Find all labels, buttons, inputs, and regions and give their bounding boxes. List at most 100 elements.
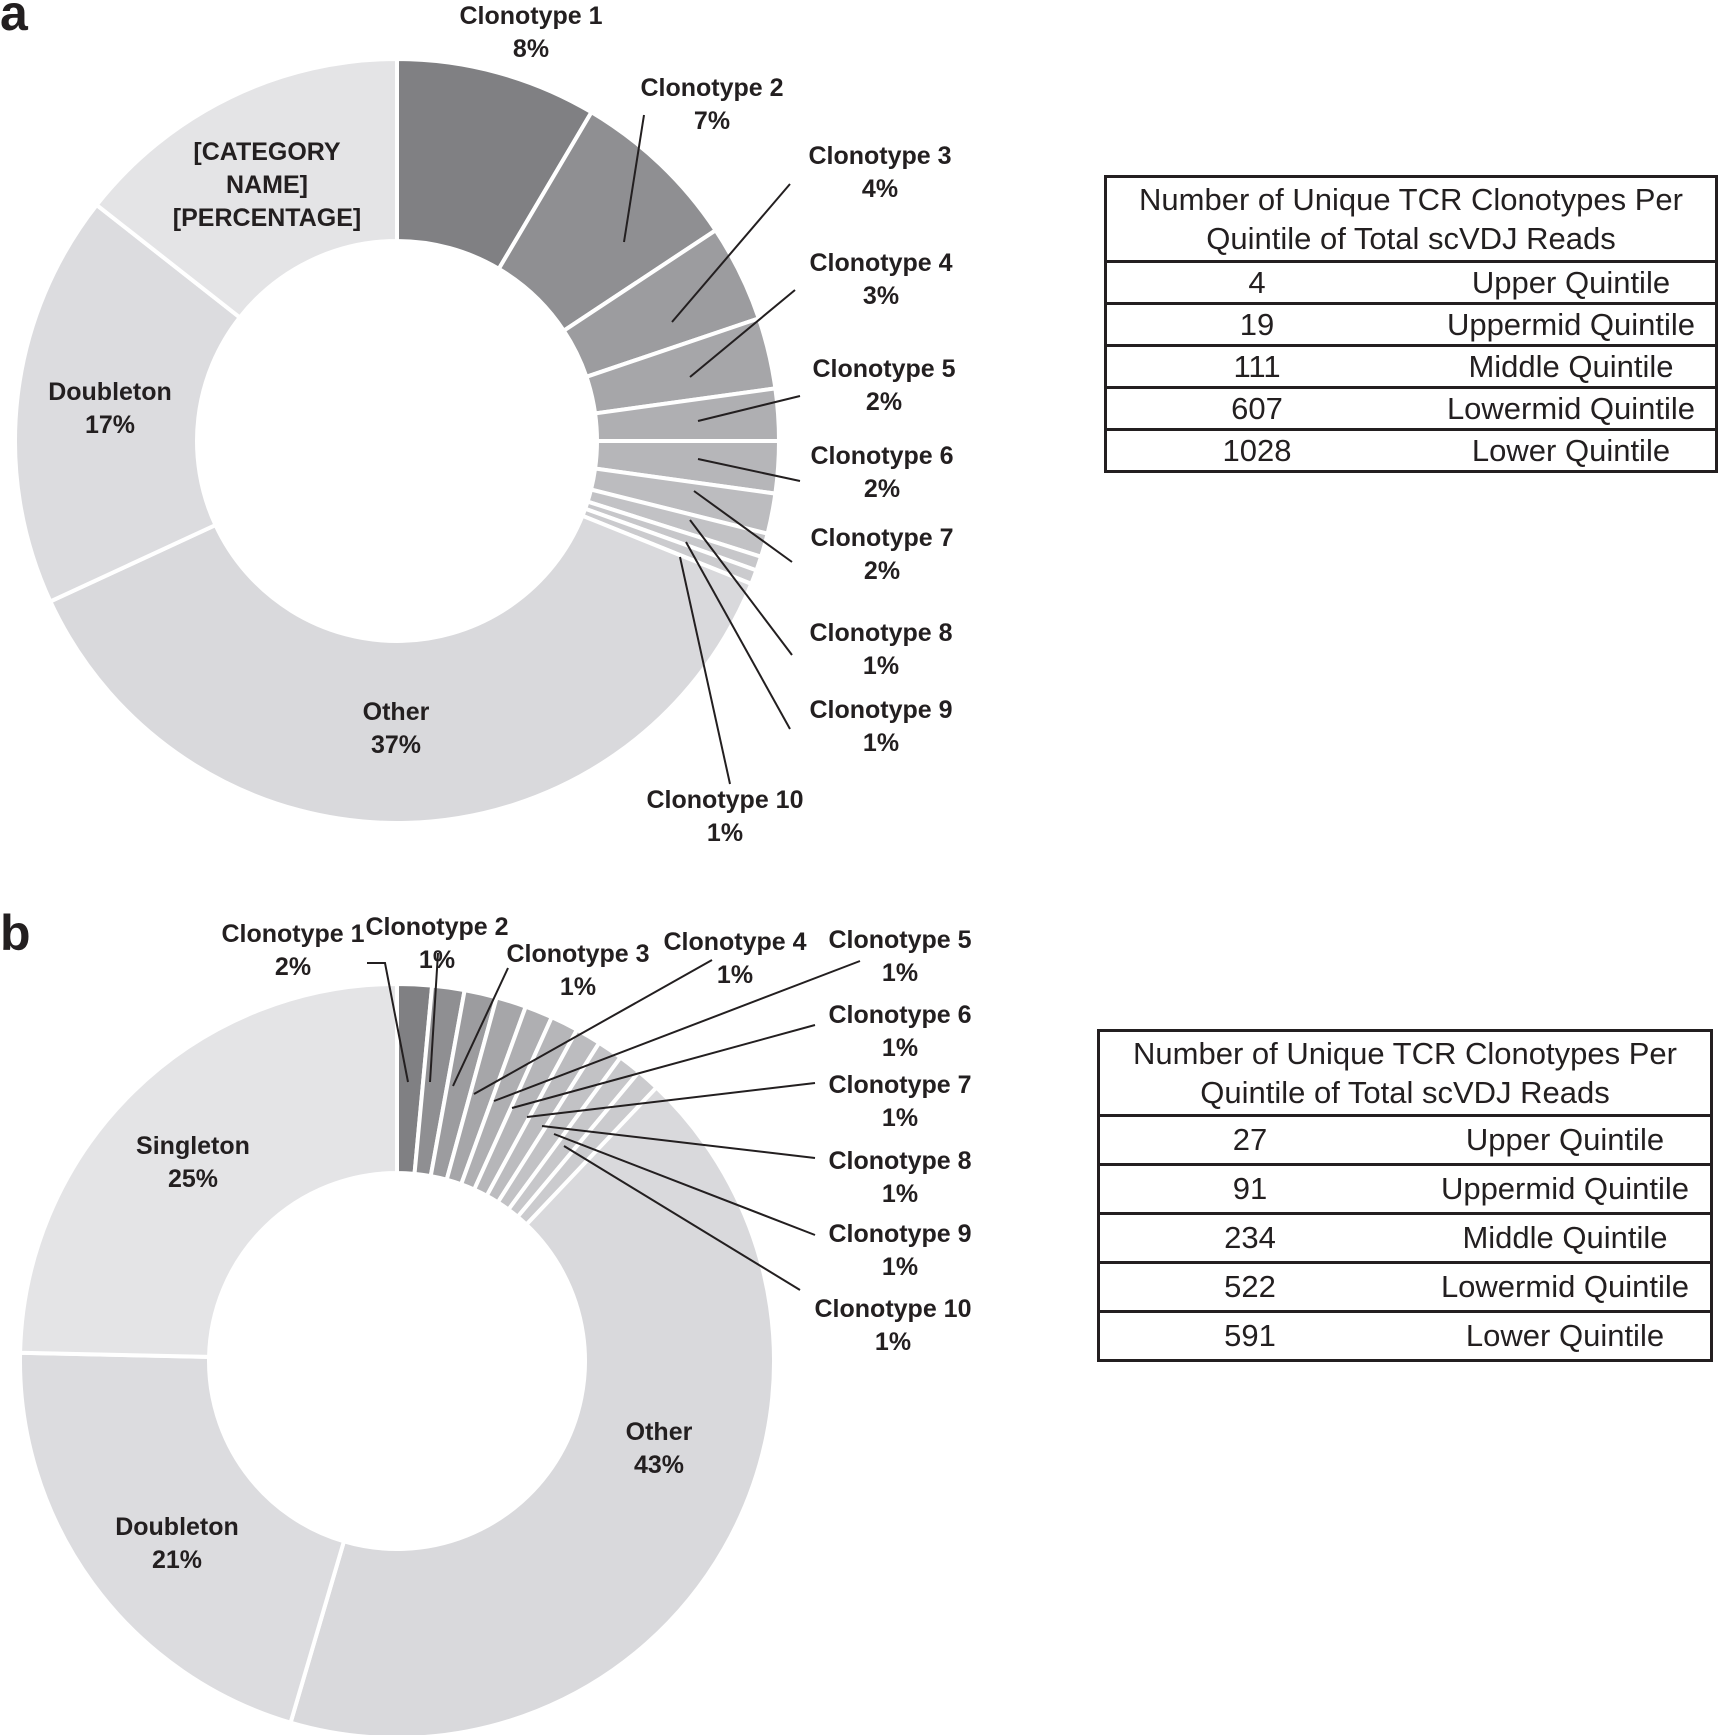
- donut-b-leader-clonotype-1: [367, 962, 409, 1083]
- donut-a-label-doubleton: Doubleton 17%: [48, 378, 172, 439]
- donut-b-label-line: 1%: [419, 946, 455, 974]
- table-row: 234 Middle Quintile: [1097, 1212, 1713, 1264]
- donut-b-label-line: 21%: [152, 1546, 202, 1574]
- panel-letter-a: a: [0, 0, 29, 41]
- donut-a-label-line: 7%: [694, 107, 730, 135]
- donut-a-label-line: Clonotype 1: [459, 2, 602, 30]
- table-row: 111 Middle Quintile: [1104, 344, 1718, 389]
- donut-b-leader-clonotype-5: [493, 960, 861, 1102]
- donut-a-label-clonotype-3: Clonotype 3 4%: [808, 142, 951, 203]
- donut-b-label-line: 2%: [275, 953, 311, 981]
- clonotype-count-cell: 4: [1104, 260, 1407, 305]
- donut-a-label-clonotype-5: Clonotype 5 2%: [812, 355, 955, 416]
- donut-a-leader-clonotype-5: [697, 395, 801, 422]
- donut-b-label-line: Clonotype 10: [815, 1295, 972, 1323]
- donut-b-leader-clonotype-4: [473, 959, 713, 1095]
- donut-b-label-line: Clonotype 5: [828, 926, 971, 954]
- donut-a-label-line: 1%: [707, 819, 743, 847]
- donut-b-label-clonotype-2: Clonotype 2 1%: [365, 913, 508, 974]
- panel-letter-b: b: [0, 905, 31, 961]
- donut-a-label-line: 1%: [863, 652, 899, 680]
- donut-b-label-line: 1%: [717, 961, 753, 989]
- table-header: Number of Unique TCR Clonotypes Per Quin…: [1097, 1029, 1713, 1117]
- clonotype-count-cell: 522: [1097, 1261, 1400, 1313]
- donut-a-label-clonotype-2: Clonotype 2 7%: [640, 74, 783, 135]
- donut-a-label-line: 1%: [863, 729, 899, 757]
- donut-b-leader-clonotype-7: [526, 1082, 816, 1118]
- donut-a-leader-clonotype-9: [685, 541, 791, 730]
- donut-b-label-clonotype-4: Clonotype 4 1%: [663, 928, 806, 989]
- donut-b-label-line: Singleton: [136, 1132, 250, 1160]
- donut-a-label-other: Other 37%: [363, 698, 430, 759]
- donut-b-label-clonotype-7: Clonotype 7 1%: [828, 1071, 971, 1132]
- donut-a-slice-category-name: [93, 56, 399, 321]
- donut-b-label-line: Clonotype 2: [365, 913, 508, 941]
- donut-a-label-line: [CATEGORY: [193, 138, 341, 166]
- donut-a-leader-clonotype-7: [693, 490, 793, 563]
- donut-a-label-clonotype-8: Clonotype 8 1%: [809, 619, 952, 680]
- table-row: 4 Upper Quintile: [1104, 260, 1718, 305]
- donut-b-label-line: 43%: [634, 1451, 684, 1479]
- donut-a-label-clonotype-1: Clonotype 1 8%: [459, 2, 602, 63]
- table-row: 19 Uppermid Quintile: [1104, 302, 1718, 347]
- donut-a-label-line: 17%: [85, 411, 135, 439]
- donut-a-label-clonotype-7: Clonotype 7 2%: [810, 524, 953, 585]
- clonotype-count-cell: 19: [1104, 302, 1407, 347]
- quintile-cell: Lowermid Quintile: [1400, 1261, 1713, 1313]
- table-header: Number of Unique TCR Clonotypes Per Quin…: [1104, 175, 1718, 263]
- table-row: 1028 Lower Quintile: [1104, 428, 1718, 473]
- donut-a-label-line: Doubleton: [48, 378, 172, 406]
- donut-a-leader-clonotype-6: [697, 458, 801, 482]
- donut-a-slice-other: [47, 513, 754, 825]
- donut-b-label-clonotype-8: Clonotype 8 1%: [828, 1147, 971, 1208]
- table-row: 91 Uppermid Quintile: [1097, 1163, 1713, 1215]
- table-row: 27 Upper Quintile: [1097, 1114, 1713, 1166]
- donut-b-label-doubleton: Doubleton 21%: [115, 1513, 239, 1574]
- donut-a-leader-clonotype-4: [689, 289, 796, 378]
- donut-a-label-line: 37%: [371, 731, 421, 759]
- quintile-cell: Upper Quintile: [1400, 1114, 1713, 1166]
- clonotype-count-cell: 27: [1097, 1114, 1400, 1166]
- donut-a-label-line: Clonotype 2: [640, 74, 783, 102]
- donut-b-label-line: 1%: [882, 1180, 918, 1208]
- quintile-cell: Upper Quintile: [1407, 260, 1718, 305]
- quintile-cell: Uppermid Quintile: [1400, 1163, 1713, 1215]
- donut-a-slice-doubleton: [13, 202, 243, 605]
- donut-a-label-clonotype-10: Clonotype 10 1%: [647, 786, 804, 847]
- clonotype-count-cell: 591: [1097, 1310, 1400, 1362]
- donut-a-label-line: Clonotype 9: [809, 696, 952, 724]
- donut-a-leader-clonotype-10: [679, 556, 731, 785]
- quintile-table-a: Number of Unique TCR Clonotypes Per Quin…: [1104, 175, 1718, 473]
- donut-a-label-line: Other: [363, 698, 430, 726]
- table-row: 591 Lower Quintile: [1097, 1310, 1713, 1362]
- clonotype-count-cell: 91: [1097, 1163, 1400, 1215]
- clonotype-count-cell: 1028: [1104, 428, 1407, 473]
- clonotype-count-cell: 111: [1104, 344, 1407, 389]
- donut-a-label-line: Clonotype 5: [812, 355, 955, 383]
- donut-chart-b: Clonotype 1 2%Clonotype 2 1% Clonotype 3 1%C…: [18, 913, 972, 1735]
- donut-b-label-other: Other 43%: [626, 1418, 693, 1479]
- donut-b-label-line: Clonotype 3: [506, 940, 649, 968]
- donut-b-label-clonotype-9: Clonotype 9 1%: [828, 1220, 971, 1281]
- donut-b-label-line: Other: [626, 1418, 693, 1446]
- quintile-cell: Lower Quintile: [1400, 1310, 1713, 1362]
- donut-a-leader-clonotype-8: [689, 519, 793, 656]
- donut-b-slice-singleton: [18, 981, 399, 1359]
- quintile-cell: Uppermid Quintile: [1407, 302, 1718, 347]
- clonotype-count-cell: 234: [1097, 1212, 1400, 1264]
- table-row: 522 Lowermid Quintile: [1097, 1261, 1713, 1313]
- donut-b-label-clonotype-1: Clonotype 1 2%: [221, 920, 364, 981]
- donut-b-label-line: Clonotype 7: [828, 1071, 971, 1099]
- donut-b-label-line: 25%: [168, 1165, 218, 1193]
- donut-b-label-line: 1%: [882, 1253, 918, 1281]
- table-header-row: Number of Unique TCR Clonotypes Per Quin…: [1104, 175, 1718, 263]
- donut-a-leader-clonotype-2: [623, 114, 645, 243]
- donut-b-slice-doubleton: [18, 1350, 347, 1726]
- donut-chart-a: Clonotype 1 8% Clonotype 2 7% Clonotype 3 4% C…: [13, 2, 956, 847]
- donut-b-label-line: Clonotype 1: [221, 920, 364, 948]
- donut-b-leader-clonotype-8: [541, 1125, 816, 1159]
- donut-a-label-line: Clonotype 8: [809, 619, 952, 647]
- donut-a-label-line: 4%: [862, 175, 898, 203]
- donut-a-label-line: 2%: [864, 557, 900, 585]
